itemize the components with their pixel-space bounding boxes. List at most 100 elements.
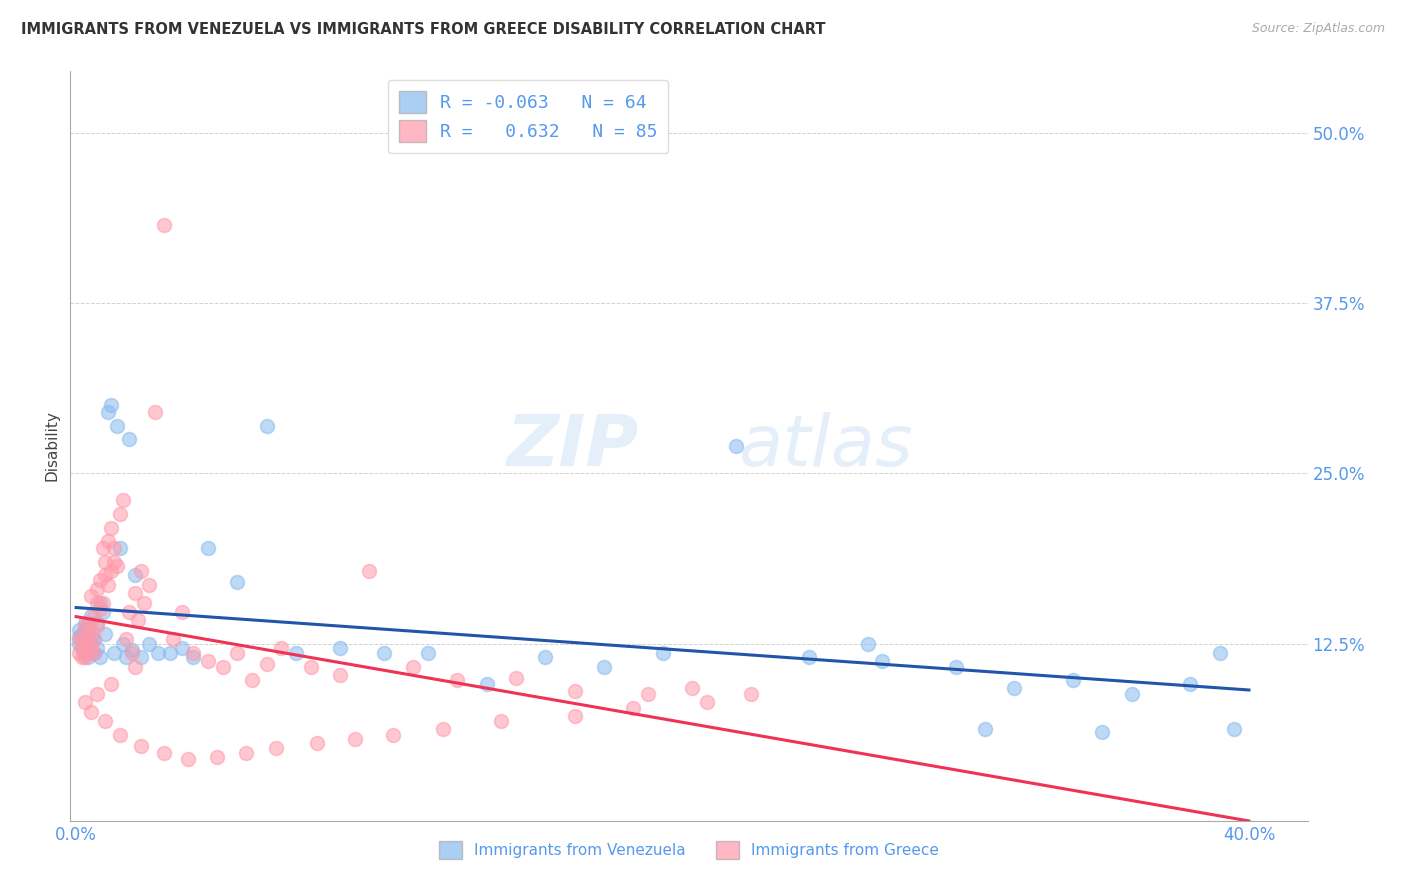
Point bbox=[183, 650, 205, 665]
Point bbox=[264, 741, 287, 756]
Point bbox=[564, 684, 586, 698]
Point bbox=[226, 575, 249, 590]
Point bbox=[103, 541, 125, 556]
Point bbox=[91, 596, 114, 610]
Point bbox=[80, 640, 103, 655]
Point bbox=[651, 646, 673, 660]
Point bbox=[637, 687, 659, 701]
Point bbox=[299, 659, 322, 673]
Point bbox=[256, 657, 278, 671]
Point bbox=[402, 659, 425, 673]
Text: Source: ZipAtlas.com: Source: ZipAtlas.com bbox=[1251, 22, 1385, 36]
Point bbox=[129, 739, 152, 753]
Point bbox=[270, 640, 292, 655]
Text: ZIP: ZIP bbox=[508, 411, 640, 481]
Point bbox=[475, 677, 498, 691]
Point bbox=[124, 659, 146, 673]
Point bbox=[211, 659, 233, 673]
Point bbox=[170, 640, 193, 655]
Point bbox=[94, 568, 117, 582]
Point bbox=[80, 636, 103, 650]
Point bbox=[197, 654, 219, 668]
Point bbox=[593, 659, 616, 673]
Point bbox=[138, 578, 160, 592]
Point bbox=[1062, 673, 1084, 688]
Point bbox=[138, 636, 160, 650]
Point bbox=[70, 627, 93, 641]
Point bbox=[183, 646, 205, 660]
Point bbox=[77, 616, 100, 631]
Point bbox=[86, 616, 108, 631]
Point bbox=[1208, 646, 1230, 660]
Point bbox=[115, 650, 138, 665]
Point bbox=[121, 646, 143, 660]
Point bbox=[112, 636, 135, 650]
Point bbox=[856, 636, 879, 650]
Point bbox=[83, 646, 105, 660]
Point bbox=[491, 714, 513, 729]
Point bbox=[67, 646, 90, 660]
Point bbox=[94, 627, 117, 641]
Point bbox=[132, 596, 155, 610]
Point bbox=[115, 632, 138, 647]
Point bbox=[67, 636, 90, 650]
Text: atlas: atlas bbox=[738, 411, 912, 481]
Point bbox=[94, 555, 117, 569]
Point bbox=[153, 746, 176, 760]
Point bbox=[127, 613, 149, 627]
Point bbox=[67, 630, 90, 644]
Point bbox=[77, 619, 100, 633]
Point bbox=[432, 723, 454, 737]
Point bbox=[505, 671, 527, 685]
Point bbox=[159, 646, 181, 660]
Point bbox=[86, 640, 108, 655]
Point bbox=[89, 596, 111, 610]
Point bbox=[73, 619, 96, 633]
Point bbox=[329, 640, 352, 655]
Point bbox=[681, 681, 703, 696]
Point bbox=[176, 752, 198, 766]
Point bbox=[105, 558, 128, 573]
Point bbox=[124, 568, 146, 582]
Point bbox=[226, 646, 249, 660]
Point bbox=[235, 746, 257, 760]
Point bbox=[83, 646, 105, 660]
Point bbox=[80, 623, 103, 637]
Point bbox=[80, 609, 103, 624]
Point bbox=[86, 619, 108, 633]
Point bbox=[124, 586, 146, 600]
Point bbox=[73, 695, 96, 709]
Point bbox=[67, 623, 90, 637]
Point bbox=[534, 650, 557, 665]
Point bbox=[83, 632, 105, 647]
Point bbox=[73, 616, 96, 631]
Point bbox=[83, 632, 105, 647]
Point bbox=[108, 541, 131, 556]
Point bbox=[256, 418, 278, 433]
Point bbox=[80, 630, 103, 644]
Point bbox=[446, 673, 468, 688]
Point bbox=[945, 659, 967, 673]
Point bbox=[94, 714, 117, 729]
Point bbox=[148, 646, 170, 660]
Point bbox=[285, 646, 308, 660]
Point bbox=[170, 605, 193, 619]
Point bbox=[240, 673, 263, 688]
Point bbox=[974, 723, 997, 737]
Point bbox=[77, 646, 100, 660]
Point bbox=[118, 432, 141, 446]
Point bbox=[205, 749, 228, 764]
Point bbox=[108, 728, 131, 742]
Point bbox=[73, 623, 96, 637]
Point bbox=[129, 650, 152, 665]
Legend: Immigrants from Venezuela, Immigrants from Greece: Immigrants from Venezuela, Immigrants fr… bbox=[433, 835, 945, 865]
Point bbox=[359, 565, 381, 579]
Point bbox=[80, 705, 103, 719]
Point bbox=[89, 602, 111, 616]
Point bbox=[80, 589, 103, 603]
Point bbox=[696, 695, 718, 709]
Text: IMMIGRANTS FROM VENEZUELA VS IMMIGRANTS FROM GREECE DISABILITY CORRELATION CHART: IMMIGRANTS FROM VENEZUELA VS IMMIGRANTS … bbox=[21, 22, 825, 37]
Point bbox=[73, 643, 96, 657]
Point bbox=[97, 405, 120, 419]
Point bbox=[1121, 687, 1143, 701]
